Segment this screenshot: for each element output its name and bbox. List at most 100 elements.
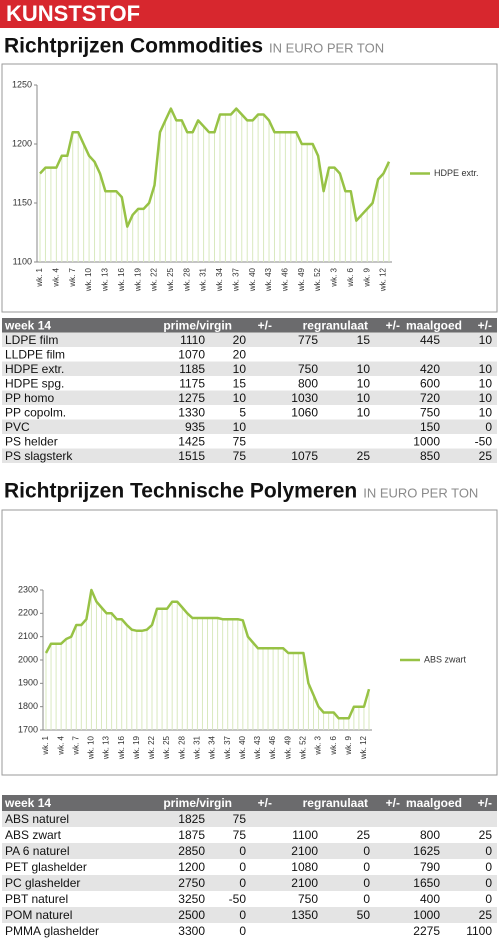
header-title: KUNSTSTOF bbox=[6, 1, 140, 26]
row-stripe bbox=[2, 419, 497, 434]
table-cell: 1875 bbox=[178, 828, 205, 842]
chart-frame bbox=[1, 509, 498, 776]
table-cell: PP homo bbox=[5, 391, 54, 405]
column-header: +/- bbox=[258, 796, 272, 810]
table-cell: 0 bbox=[485, 876, 492, 890]
x-tick-label: wk. 49 bbox=[283, 735, 292, 760]
table-cell: 10 bbox=[357, 376, 371, 390]
x-tick-label: wk. 16 bbox=[117, 735, 126, 760]
table-cell: 1825 bbox=[178, 812, 205, 826]
table-cell: 0 bbox=[239, 860, 246, 874]
table-cell: 1350 bbox=[291, 908, 318, 922]
table-cell: 0 bbox=[239, 844, 246, 858]
column-header: week 14 bbox=[4, 318, 51, 332]
y-tick-label: 1200 bbox=[12, 138, 32, 148]
table-cell: 1000 bbox=[413, 434, 440, 448]
table-cell: 1060 bbox=[291, 405, 318, 419]
column-header: +/- bbox=[478, 318, 492, 332]
table-cell: 750 bbox=[298, 362, 318, 376]
row-stripe bbox=[2, 361, 497, 376]
table-cell: 10 bbox=[357, 405, 371, 419]
table-cell: 150 bbox=[420, 420, 440, 434]
x-tick-label: wk. 3 bbox=[330, 267, 339, 287]
column-header: +/- bbox=[478, 796, 492, 810]
y-tick-label: 1900 bbox=[18, 678, 38, 688]
x-tick-label: wk. 12 bbox=[359, 735, 368, 760]
x-tick-label: wk. 6 bbox=[346, 267, 355, 287]
table-cell: 0 bbox=[485, 420, 492, 434]
table-cell: 25 bbox=[479, 449, 493, 463]
table-cell: 0 bbox=[363, 860, 370, 874]
table-cell: 2500 bbox=[178, 908, 205, 922]
column-header: maalgoed bbox=[406, 318, 462, 332]
chart-title: Richtprijzen Technische Polymeren bbox=[4, 480, 357, 503]
table-cell: 10 bbox=[357, 362, 371, 376]
table-cell: LDPE film bbox=[5, 333, 58, 347]
table-cell: PS slagsterk bbox=[5, 449, 73, 463]
x-tick-label: wk. 9 bbox=[362, 267, 371, 287]
table-cell: 1185 bbox=[179, 362, 205, 376]
table-cell: PA 6 naturel bbox=[5, 844, 70, 858]
table-cell: 2100 bbox=[291, 844, 318, 858]
table-cell: PVC bbox=[5, 420, 30, 434]
table-cell: 0 bbox=[239, 924, 246, 938]
table-cell: 25 bbox=[479, 828, 493, 842]
table-cell: 10 bbox=[233, 420, 247, 434]
row-stripe bbox=[2, 811, 497, 827]
table-cell: 850 bbox=[420, 449, 440, 463]
table-cell: HDPE extr. bbox=[5, 362, 64, 376]
y-tick-label: 2100 bbox=[18, 631, 38, 641]
x-tick-label: wk. 10 bbox=[84, 267, 93, 292]
x-tick-label: wk. 31 bbox=[199, 267, 208, 292]
series-line bbox=[44, 588, 371, 720]
table-cell: 1175 bbox=[179, 376, 205, 390]
table-cell: 25 bbox=[357, 828, 371, 842]
x-tick-label: wk. 43 bbox=[264, 267, 273, 292]
table-cell: 1515 bbox=[178, 449, 205, 463]
table-cell: 1030 bbox=[291, 391, 318, 405]
x-tick-label: wk. 4 bbox=[51, 267, 60, 287]
table-cell: PC glashelder bbox=[5, 876, 80, 890]
series-line bbox=[39, 107, 391, 228]
y-tick-label: 1250 bbox=[12, 79, 32, 89]
y-tick-label: 2200 bbox=[18, 608, 38, 618]
y-tick-label: 2000 bbox=[18, 654, 38, 664]
x-tick-label: wk. 10 bbox=[87, 735, 96, 760]
row-stripe bbox=[2, 448, 497, 463]
table-cell: 1425 bbox=[178, 434, 205, 448]
x-tick-label: wk. 4 bbox=[56, 735, 65, 755]
table-cell: 445 bbox=[420, 333, 440, 347]
x-tick-label: wk. 40 bbox=[248, 267, 257, 292]
column-header: regranulaat bbox=[303, 796, 368, 810]
table-cell: ABS naturel bbox=[5, 812, 69, 826]
table-cell: 10 bbox=[233, 362, 247, 376]
header-banner bbox=[0, 0, 499, 28]
table-cell: PS helder bbox=[5, 434, 58, 448]
x-tick-label: wk. 9 bbox=[344, 735, 353, 755]
table-cell: 10 bbox=[357, 391, 371, 405]
table-cell: 75 bbox=[233, 828, 247, 842]
table-cell: 400 bbox=[420, 892, 440, 906]
table-cell: 2100 bbox=[291, 876, 318, 890]
table-cell: 775 bbox=[298, 333, 318, 347]
column-header: regranulaat bbox=[303, 318, 368, 332]
table-cell: -50 bbox=[475, 434, 493, 448]
table-cell: PET glashelder bbox=[5, 860, 87, 874]
table-cell: -50 bbox=[229, 892, 247, 906]
row-stripe bbox=[2, 332, 497, 347]
x-tick-label: wk. 7 bbox=[68, 267, 77, 287]
y-tick-label: 2300 bbox=[18, 584, 38, 594]
table-cell: 0 bbox=[485, 860, 492, 874]
x-tick-label: wk. 22 bbox=[150, 267, 159, 292]
table-cell: 1070 bbox=[178, 347, 205, 361]
table-cell: 0 bbox=[485, 892, 492, 906]
x-tick-label: wk. 1 bbox=[35, 267, 44, 287]
table-cell: 0 bbox=[239, 908, 246, 922]
column-header: week 14 bbox=[4, 796, 51, 810]
x-tick-label: wk. 25 bbox=[166, 267, 175, 292]
column-header: prime/virgin bbox=[163, 796, 232, 810]
table-cell: 1080 bbox=[291, 860, 318, 874]
x-tick-label: wk. 34 bbox=[208, 735, 217, 760]
